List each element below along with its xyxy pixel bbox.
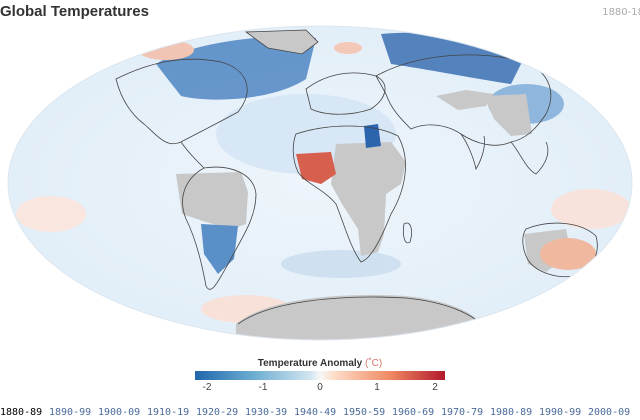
- no-data-greenland: [246, 30, 318, 54]
- legend-unit: (˚C): [365, 358, 383, 369]
- page-title: Global Temperatures: [0, 3, 149, 20]
- legend-tick: -1: [258, 382, 268, 393]
- legend-tick: 0: [317, 382, 323, 393]
- no-data-south-america: [176, 172, 248, 229]
- warm-west-africa: [296, 152, 336, 184]
- warm-patch-pacific-west: [16, 196, 86, 232]
- cold-north-africa: [364, 124, 381, 148]
- globe-outline: [7, 25, 633, 341]
- coast-antarctica: [237, 296, 485, 329]
- decade-1990-99[interactable]: 1990-99: [539, 407, 582, 418]
- decade-1900-09[interactable]: 1900-09: [98, 407, 141, 418]
- cool-patch-southern-ocean: [281, 250, 401, 278]
- legend: Temperature Anomaly (˚C) -2 -1 0 1 2: [195, 358, 445, 394]
- coast-madagascar: [402, 222, 412, 244]
- decade-2000-09[interactable]: 2000-09: [588, 407, 631, 418]
- decade-1930-39[interactable]: 1930-39: [245, 407, 288, 418]
- coast-southeast-asia: [510, 141, 549, 175]
- decade-timeline: 1880-89 1890-99 1900-09 1910-19 1920-29 …: [0, 407, 640, 420]
- coast-central-america: [180, 141, 205, 169]
- legend-tick: 2: [432, 382, 438, 393]
- coast-south-america: [182, 166, 257, 290]
- legend-tick: 1: [374, 382, 380, 393]
- decade-1960-69[interactable]: 1960-69: [392, 407, 435, 418]
- coast-india: [460, 133, 485, 171]
- decade-1920-29[interactable]: 1920-29: [196, 407, 239, 418]
- legend-tick: -2: [202, 382, 212, 393]
- coast-africa: [292, 125, 406, 263]
- decade-1970-79[interactable]: 1970-79: [441, 407, 484, 418]
- decade-1910-19[interactable]: 1910-19: [147, 407, 190, 418]
- coast-asia: [375, 54, 552, 146]
- cold-north-atlantic: [156, 36, 316, 100]
- current-period-label: 1880-18: [602, 7, 640, 18]
- colorbar: [195, 371, 445, 380]
- coast-north-america: [115, 58, 248, 145]
- warm-scandinavia: [334, 42, 362, 54]
- warm-australia: [540, 238, 596, 270]
- coast-new-zealand: [610, 273, 617, 293]
- no-data-africa: [331, 142, 406, 256]
- no-data-asia: [484, 94, 532, 136]
- map-svg: [7, 25, 633, 341]
- coast-greenland: [244, 29, 319, 55]
- decade-1890-99[interactable]: 1890-99: [49, 407, 92, 418]
- warm-patch-pacific-east: [551, 189, 631, 229]
- no-data-middle-east: [436, 90, 494, 110]
- cold-south-america: [201, 224, 238, 274]
- world-map: [6, 24, 634, 342]
- legend-title-row: Temperature Anomaly (˚C): [195, 358, 445, 369]
- decade-1880-89[interactable]: 1880-89: [0, 407, 43, 418]
- decade-1940-49[interactable]: 1940-49: [294, 407, 337, 418]
- decade-1980-89[interactable]: 1980-89: [490, 407, 533, 418]
- warm-alaska: [138, 40, 194, 60]
- decade-1950-59[interactable]: 1950-59: [343, 407, 386, 418]
- legend-title: Temperature Anomaly: [257, 358, 363, 369]
